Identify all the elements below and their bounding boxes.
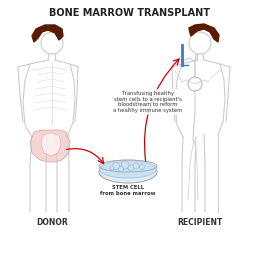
- Polygon shape: [189, 24, 219, 42]
- Polygon shape: [30, 130, 70, 162]
- Circle shape: [133, 163, 139, 169]
- Text: BONE MARROW TRANSPLANT: BONE MARROW TRANSPLANT: [49, 8, 211, 18]
- Circle shape: [128, 165, 134, 171]
- Text: STEM CELL
from bone marrow: STEM CELL from bone marrow: [100, 185, 156, 196]
- Ellipse shape: [99, 161, 157, 183]
- Text: Transfusing healthy
stem cells to a recipient's
bloodstream to reform
a healthy : Transfusing healthy stem cells to a reci…: [113, 91, 183, 113]
- Circle shape: [119, 167, 123, 171]
- Circle shape: [140, 165, 145, 169]
- Circle shape: [110, 166, 114, 170]
- Circle shape: [113, 162, 120, 169]
- Text: RECIPIENT: RECIPIENT: [177, 218, 223, 227]
- Text: DONOR: DONOR: [36, 218, 68, 227]
- Polygon shape: [32, 25, 63, 42]
- Polygon shape: [41, 133, 61, 156]
- Ellipse shape: [99, 160, 157, 178]
- Circle shape: [121, 161, 129, 169]
